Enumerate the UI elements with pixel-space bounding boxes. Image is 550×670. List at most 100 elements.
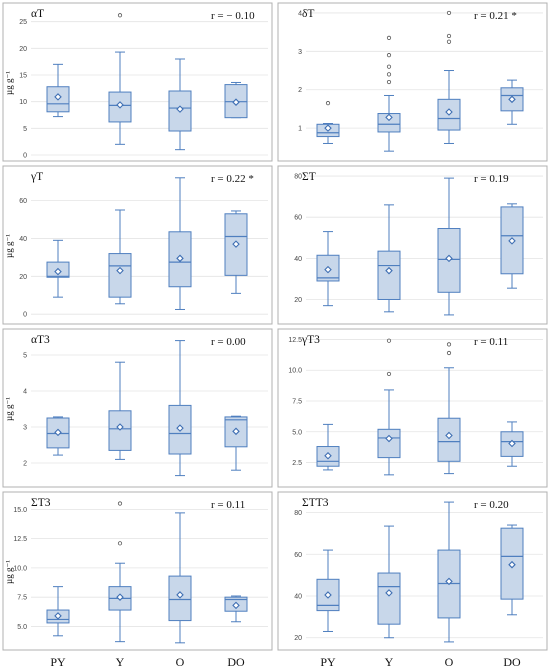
panel-title: ΣTT3 xyxy=(302,497,329,509)
chart-panel-6: 2.5 5.0 7.5 10.0 12.5 γT3 r = 0.11 xyxy=(277,328,548,488)
outlier-point xyxy=(446,350,452,356)
panel-title: γT3 xyxy=(301,334,320,346)
mean-marker xyxy=(385,113,393,122)
box-Y xyxy=(377,525,401,639)
x-category-label: PY xyxy=(50,655,66,669)
box-O xyxy=(437,342,461,475)
box-O xyxy=(168,340,192,477)
correlation-label: r = 0.19 xyxy=(474,173,509,185)
box-PY xyxy=(46,586,70,637)
outlier-point xyxy=(325,101,331,106)
chart-panel-3: 0 20 40 60 µg g⁻¹ γT r = 0.22 * xyxy=(2,165,273,325)
correlation-label: r = 0.11 xyxy=(474,336,508,348)
y-tick-label: 60 xyxy=(294,552,302,559)
correlation-label: r = 0.00 xyxy=(211,336,246,348)
mean-marker xyxy=(324,265,332,274)
mean-marker xyxy=(116,266,124,275)
mean-marker xyxy=(116,593,124,601)
y-tick-label: 12.5 xyxy=(288,337,302,344)
y-tick-label: 20 xyxy=(294,297,302,304)
mean-marker xyxy=(232,427,240,436)
panel-title: ΣT3 xyxy=(31,497,51,509)
correlation-label: r = 0.22 * xyxy=(211,173,254,185)
box-Y xyxy=(377,204,401,313)
box-Y xyxy=(108,209,132,305)
box-PY xyxy=(46,239,70,298)
box-DO xyxy=(224,81,248,119)
y-tick-label: 20 xyxy=(19,46,27,53)
mean-marker xyxy=(445,431,453,440)
mean-marker xyxy=(54,612,62,620)
y-tick-label: 20 xyxy=(294,635,302,642)
mean-marker xyxy=(385,589,393,597)
box-PY xyxy=(46,416,70,456)
mean-marker xyxy=(445,108,453,116)
correlation-label: r = 0.11 xyxy=(211,499,245,511)
panel-title: ΣT xyxy=(302,171,316,183)
box-DO xyxy=(224,210,248,294)
box-O xyxy=(168,512,192,644)
mean-marker xyxy=(385,266,393,275)
y-tick-label: 4 xyxy=(298,10,302,17)
y-axis-label: µg g⁻¹ xyxy=(4,560,14,584)
panel-title: γT xyxy=(30,171,43,183)
chart-panel-4: 20 40 60 80 ΣT r = 0.19 xyxy=(277,165,548,325)
box-O xyxy=(437,10,461,144)
box-DO xyxy=(500,79,524,125)
box-DO xyxy=(224,595,248,623)
box-DO xyxy=(224,415,248,471)
x-category-label: O xyxy=(176,655,185,669)
chart-panel-5: 2 3 4 5 µg g⁻¹ αT3 r = 0.00 xyxy=(2,328,273,488)
iqr-box xyxy=(437,417,461,462)
outlier-point xyxy=(446,342,452,347)
correlation-label: r = − 0.10 xyxy=(211,10,255,22)
box-Y xyxy=(108,13,132,145)
y-tick-label: 4 xyxy=(23,389,27,396)
y-tick-label: 40 xyxy=(19,236,27,243)
y-tick-label: 12.5 xyxy=(13,536,27,543)
panel-frame xyxy=(2,491,273,651)
box-DO xyxy=(500,421,524,467)
iqr-box xyxy=(377,572,401,625)
y-tick-label: 15 xyxy=(19,73,27,80)
box-Y xyxy=(377,35,401,152)
x-category-label: DO xyxy=(503,655,521,669)
mean-marker xyxy=(324,124,332,132)
mean-marker xyxy=(116,101,124,109)
y-tick-label: 7.5 xyxy=(292,399,302,406)
mean-marker xyxy=(324,591,332,599)
box-DO xyxy=(500,524,524,616)
y-tick-label: 3 xyxy=(23,425,27,432)
mean-marker xyxy=(232,98,240,106)
panel-title: δT xyxy=(302,8,314,20)
chart-panel-1: 0 5 10 15 20 25 µg g⁻¹ αT r = − 0.10 xyxy=(2,2,273,162)
iqr-box xyxy=(108,253,132,298)
x-category-label: Y xyxy=(385,655,394,669)
mean-marker xyxy=(508,560,516,569)
y-axis-label: µg g⁻¹ xyxy=(4,397,14,421)
mean-marker xyxy=(385,434,393,443)
mean-marker xyxy=(54,267,62,276)
outlier-point xyxy=(117,501,123,506)
box-Y xyxy=(108,361,132,460)
y-tick-label: 1 xyxy=(298,126,302,133)
y-tick-label: 0 xyxy=(23,153,27,160)
mean-marker xyxy=(232,601,240,610)
y-tick-label: 25 xyxy=(19,19,27,26)
mean-marker xyxy=(176,105,184,113)
y-tick-label: 80 xyxy=(294,510,302,517)
box-PY xyxy=(316,101,340,144)
y-tick-label: 5.0 xyxy=(292,429,302,436)
outlier-point xyxy=(386,64,392,69)
correlation-label: r = 0.20 xyxy=(474,499,509,511)
x-category-label: DO xyxy=(227,655,245,669)
panel-frame xyxy=(277,2,548,162)
y-tick-label: 40 xyxy=(294,594,302,601)
box-PY xyxy=(316,231,340,307)
y-tick-label: 7.5 xyxy=(17,595,27,602)
outlier-point xyxy=(386,338,392,343)
mean-marker xyxy=(232,240,240,248)
y-tick-label: 15.0 xyxy=(13,507,27,514)
